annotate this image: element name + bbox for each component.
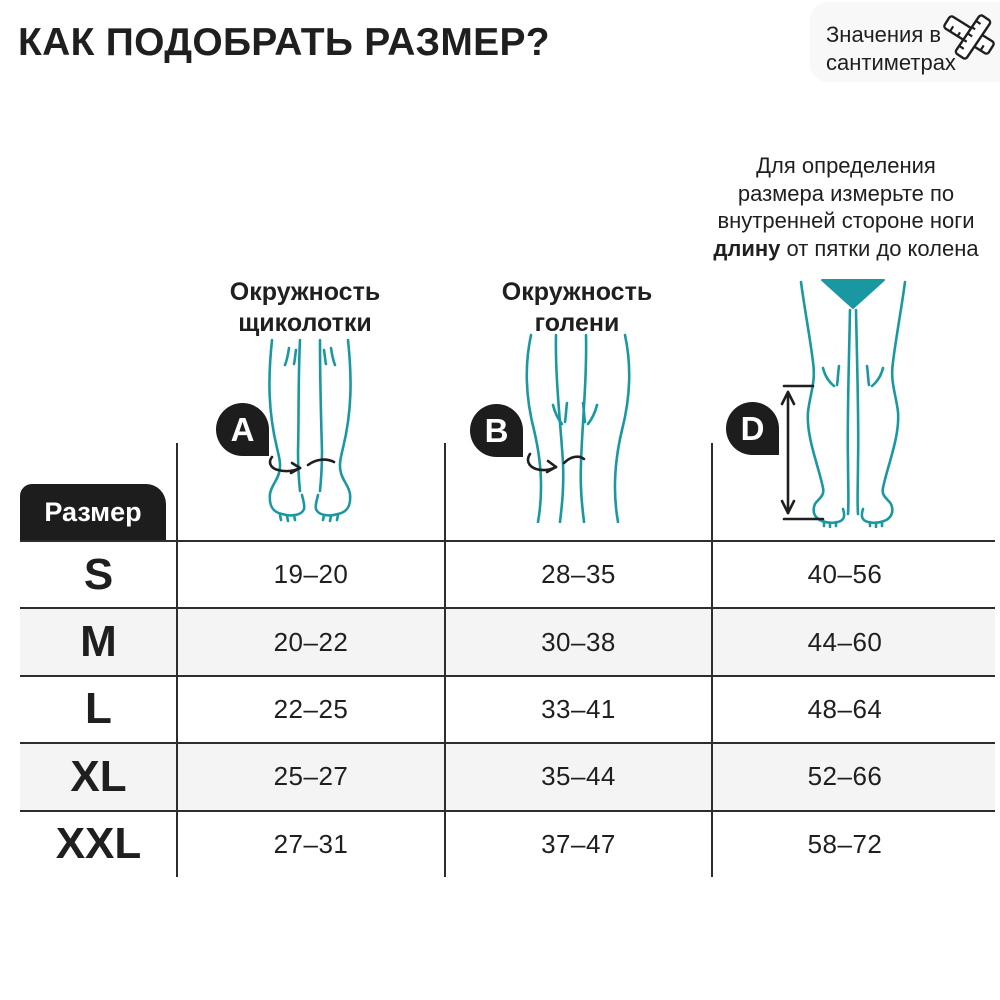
table-row: XL 25–27 35–44 52–66 xyxy=(20,742,995,810)
badge-letter: A xyxy=(230,410,255,448)
rotation-arrow-icon xyxy=(526,452,586,474)
calf-cell: 28–35 xyxy=(541,559,616,590)
instruction-line-rest: от пятки до колена xyxy=(780,235,979,261)
size-header-label: Размер xyxy=(44,496,142,527)
legs-ankle-illustration xyxy=(268,338,352,523)
units-note-line1: Значения в xyxy=(826,22,942,47)
badge-letter: D xyxy=(740,409,765,447)
ankle-cell: 20–22 xyxy=(273,626,349,657)
instruction-line: внутренней стороне ноги xyxy=(717,208,975,233)
calf-cell: 35–44 xyxy=(541,761,616,792)
units-note: Значения в сантиметрах xyxy=(826,21,956,77)
table-row: L 22–25 33–41 48–64 xyxy=(20,674,995,742)
length-cell: 40–56 xyxy=(807,559,883,590)
size-cell: XL xyxy=(70,751,127,801)
table-row: XXL 27–31 37–47 58–72 xyxy=(20,809,995,877)
table-column-divider xyxy=(711,443,713,877)
badge-letter: B xyxy=(484,411,509,449)
size-column-header: Размер xyxy=(20,484,166,540)
ankle-cell: 25–27 xyxy=(273,761,349,792)
page-title: КАК ПОДОБРАТЬ РАЗМЕР? xyxy=(18,21,550,64)
badge-length: D xyxy=(726,402,779,455)
size-table: S 19–20 28–35 40–56 M 20–22 30–38 44–60 … xyxy=(20,540,995,877)
legs-calf-illustration xyxy=(525,333,631,523)
badge-ankle: A xyxy=(216,403,269,456)
ankle-cell: 19–20 xyxy=(273,559,349,590)
measurement-arrow-icon xyxy=(780,384,825,521)
instruction-line: длину от пятки до колена xyxy=(688,235,1000,263)
length-cell: 58–72 xyxy=(807,828,883,859)
size-cell: L xyxy=(85,684,112,734)
ankle-cell: 27–31 xyxy=(273,828,349,859)
table-column-divider xyxy=(444,443,446,877)
badge-calf: B xyxy=(470,404,523,457)
length-cell: 48–64 xyxy=(807,693,883,724)
size-cell: XXL xyxy=(55,819,142,869)
table-column-divider xyxy=(176,443,178,877)
calf-cell: 37–47 xyxy=(541,828,616,859)
calf-cell: 30–38 xyxy=(541,626,616,657)
size-cell: S xyxy=(83,549,114,599)
column-header-calf: Окружность голени xyxy=(501,278,653,337)
instruction-line: Для определения xyxy=(756,153,936,178)
table-row: M 20–22 30–38 44–60 xyxy=(20,607,995,675)
units-note-line2: сантиметрах xyxy=(826,50,956,75)
length-cell: 44–60 xyxy=(807,626,883,657)
table-row: S 19–20 28–35 40–56 xyxy=(20,540,995,607)
crossed-rulers-icon xyxy=(943,14,995,60)
ankle-cell: 22–25 xyxy=(273,693,349,724)
measure-instruction: Для определения размера измерьте по внут… xyxy=(688,152,1000,262)
rotation-arrow-icon xyxy=(268,455,336,475)
instruction-bold-word: длину xyxy=(713,235,781,261)
column-header-ankle: Окружность щиколотки xyxy=(229,278,381,337)
size-cell: M xyxy=(80,617,117,667)
instruction-line: размера измерьте по xyxy=(737,180,955,206)
calf-cell: 33–41 xyxy=(541,693,616,724)
legs-length-illustration xyxy=(780,279,907,528)
length-cell: 52–66 xyxy=(807,761,883,792)
